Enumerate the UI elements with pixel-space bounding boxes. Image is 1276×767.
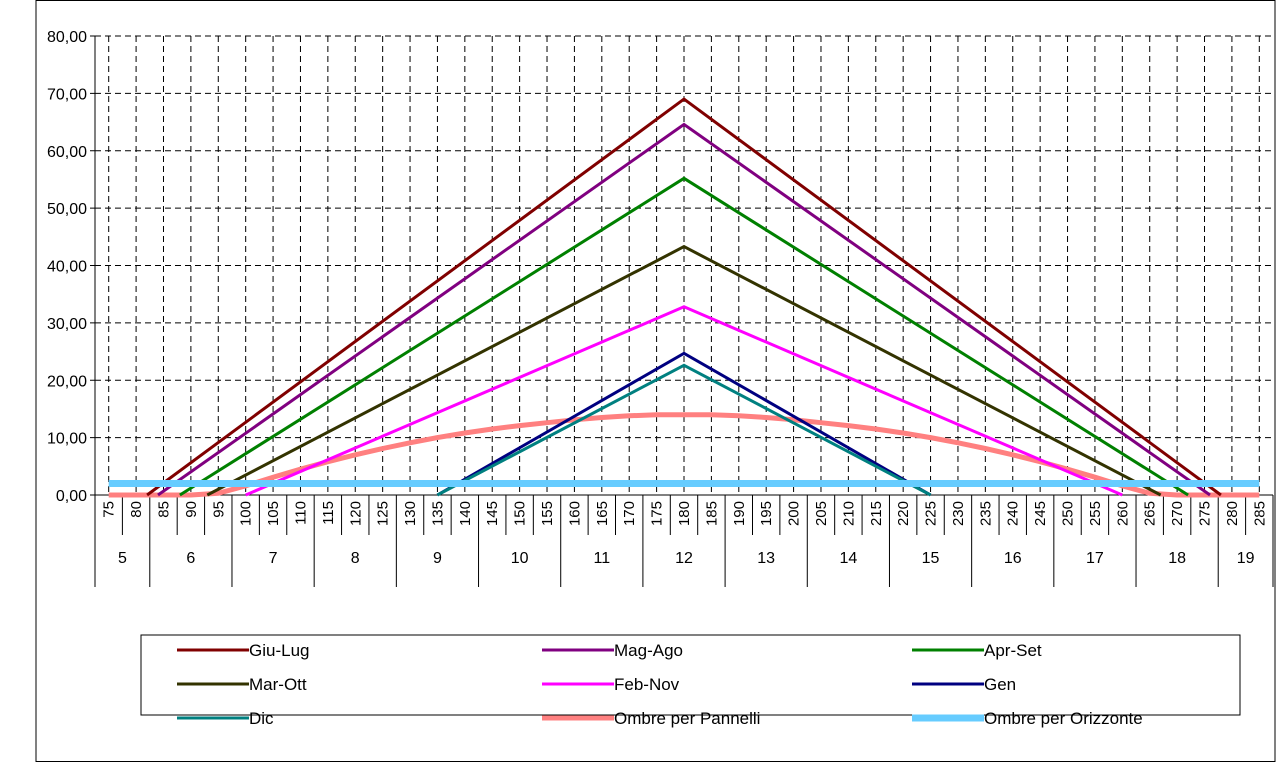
x-tick-label: 120 (347, 501, 364, 526)
x-tick-label: 115 (320, 501, 337, 525)
x-tick-label: 100 (238, 501, 255, 526)
x-tick-label: 125 (375, 501, 392, 526)
x-tick-label: 205 (813, 501, 830, 526)
x-tick-label: 170 (621, 501, 638, 526)
x-tick-label: 75 (101, 501, 118, 518)
x-tick-label: 95 (210, 501, 227, 518)
series-line (206, 244, 1162, 497)
legend: Giu-Lug Mag-Ago Apr-Set Mar-Ott Feb-Nov Gen Di… (140, 634, 1241, 728)
x-tick-label: 175 (649, 501, 666, 526)
x-tick-label: 220 (895, 501, 912, 526)
hour-label: 5 (118, 550, 127, 567)
legend-label: Ombre per Orizzonte (984, 709, 1143, 728)
hour-label: 11 (594, 550, 611, 567)
hour-label: 12 (675, 550, 693, 567)
hour-label: 10 (511, 550, 529, 567)
x-tick-label: 140 (457, 501, 474, 526)
series-line (245, 305, 1123, 497)
x-tick-label: 270 (1169, 501, 1186, 526)
x-tick-label: 135 (429, 501, 446, 526)
legend-label: Ombre per Pannelli (614, 709, 760, 728)
x-tick-label: 195 (758, 501, 775, 526)
x-tick-label: 265 (1142, 501, 1159, 526)
y-tick-label: 20,00 (47, 373, 87, 390)
legend-label: Gen (984, 675, 1016, 694)
x-tick-label: 90 (183, 501, 200, 518)
y-tick-label: 0,00 (56, 488, 87, 505)
hour-label: 18 (1168, 550, 1186, 567)
series-line (436, 351, 932, 497)
axes: 0,00 10,00 20,00 30,00 40,00 50,00 60,00 70,00 8… (47, 29, 1274, 587)
y-tick-label: 40,00 (47, 259, 87, 276)
hour-label: 13 (757, 550, 775, 567)
legend-label: Feb-Nov (614, 675, 680, 694)
x-tick-label: 255 (1087, 501, 1104, 526)
hour-label: 8 (351, 550, 360, 567)
x-tick-label: 200 (786, 501, 803, 526)
x-tick-label: 105 (265, 501, 282, 526)
x-tick-label: 160 (566, 501, 583, 526)
x-tick-label: 230 (950, 501, 967, 526)
legend-label: Giu-Lug (249, 641, 309, 660)
hour-label: 19 (1237, 550, 1255, 567)
hour-label: 15 (922, 550, 940, 567)
hour-label: 7 (269, 550, 278, 567)
y-tick-label: 60,00 (47, 144, 87, 161)
series-line (436, 363, 932, 497)
series-line (179, 176, 1189, 497)
x-tick-label: 85 (155, 501, 172, 518)
x-tick-label: 275 (1197, 501, 1214, 526)
hour-label: 9 (433, 550, 442, 567)
x-tick-label: 190 (731, 501, 748, 526)
x-tick-label: 180 (676, 501, 693, 526)
hour-label: 16 (1004, 550, 1022, 567)
legend-label: Mag-Ago (614, 641, 683, 660)
hour-label: 14 (839, 550, 857, 567)
x-tick-label: 80 (128, 501, 145, 518)
x-tick-label: 250 (1060, 501, 1077, 526)
x-tick-label: 150 (512, 501, 529, 526)
x-tick-label: 185 (703, 501, 720, 526)
x-tick-label: 280 (1224, 501, 1241, 526)
series-line (157, 122, 1211, 497)
plot-series (108, 97, 1260, 498)
y-tick-label: 70,00 (47, 86, 87, 103)
legend-label: Apr-Set (984, 641, 1042, 660)
y-tick-label: 50,00 (47, 201, 87, 218)
y-tick-label: 10,00 (47, 431, 87, 448)
x-tick-label: 225 (923, 501, 940, 526)
x-tick-label: 155 (539, 501, 556, 526)
y-tick-label: 80,00 (47, 29, 87, 46)
x-tick-label: 165 (594, 501, 611, 526)
series-line (108, 412, 1260, 498)
x-tick-label: 215 (868, 501, 885, 526)
x-tick-label: 285 (1251, 501, 1268, 526)
legend-label: Mar-Ott (249, 675, 307, 694)
legend-box (140, 634, 1241, 716)
legend-label: Dic (249, 709, 274, 728)
x-tick-label: 210 (840, 501, 857, 526)
hour-label: 6 (186, 550, 195, 567)
x-tick-label: 245 (1032, 501, 1049, 526)
x-tick-label: 235 (977, 501, 994, 526)
x-tick-label: 110 (292, 501, 309, 525)
series-line (146, 97, 1222, 497)
y-tick-label: 30,00 (47, 316, 87, 333)
x-tick-label: 145 (484, 501, 501, 526)
x-tick-label: 260 (1114, 501, 1131, 526)
x-tick-label: 130 (402, 501, 419, 526)
hour-label: 17 (1086, 550, 1104, 567)
x-tick-label: 240 (1005, 501, 1022, 526)
